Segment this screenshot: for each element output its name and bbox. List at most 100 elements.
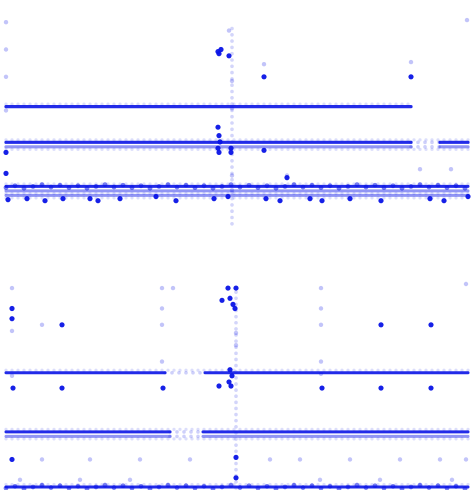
band-point <box>430 483 433 486</box>
band-point <box>190 103 193 106</box>
band-point <box>424 428 427 431</box>
band-point <box>214 483 217 486</box>
band-point <box>430 148 433 151</box>
band-point <box>82 148 85 151</box>
band-point <box>322 103 325 106</box>
band-point <box>406 428 409 431</box>
band-point <box>142 369 145 372</box>
band-point <box>286 369 289 372</box>
band-point <box>274 369 277 372</box>
band-point <box>310 428 313 431</box>
column-point <box>234 290 238 294</box>
band-point <box>250 369 253 372</box>
band-point <box>268 428 271 431</box>
band-point <box>85 186 90 191</box>
band-point <box>304 182 307 185</box>
scatter-point <box>226 53 231 58</box>
band-point <box>292 148 295 151</box>
scatter-point-faint <box>465 18 469 22</box>
band-point <box>304 138 307 141</box>
band-point <box>460 182 463 185</box>
band-point <box>238 196 241 199</box>
band-point <box>88 428 91 431</box>
band-point <box>409 141 413 145</box>
band-point <box>112 138 115 141</box>
band-point <box>274 428 277 431</box>
band-point <box>418 483 423 488</box>
scatter-point-faint <box>18 478 22 482</box>
band-point <box>10 103 13 106</box>
band-point <box>172 483 175 486</box>
band-point <box>244 369 247 372</box>
band-point <box>250 148 253 151</box>
band-point <box>154 148 157 151</box>
band-point <box>214 369 217 372</box>
band-point <box>226 428 229 431</box>
band-point <box>163 371 167 375</box>
band-point <box>388 369 391 372</box>
band-point <box>148 483 151 486</box>
band-point <box>292 483 297 488</box>
band-point <box>202 428 205 431</box>
band-point <box>214 103 217 106</box>
band-point <box>394 138 397 141</box>
band-point <box>274 103 277 106</box>
column-point <box>230 159 234 163</box>
scatter-point <box>216 133 221 138</box>
band-point <box>364 428 367 431</box>
band-point <box>190 148 193 151</box>
band-point <box>322 428 325 431</box>
band-point <box>130 185 135 190</box>
band-point <box>250 428 253 431</box>
band-point <box>400 103 403 106</box>
band-point <box>328 428 331 431</box>
band-point <box>175 430 179 434</box>
band-point <box>184 103 187 106</box>
scatter-point-faint <box>40 457 44 461</box>
band-point <box>256 148 259 151</box>
scatter-point <box>42 198 47 203</box>
band-point <box>34 196 37 199</box>
band-point <box>466 369 469 372</box>
band-point <box>412 428 415 431</box>
band-point <box>88 437 91 440</box>
band-point <box>388 196 391 199</box>
band-point <box>118 437 121 440</box>
band-point <box>76 103 79 106</box>
scatter-point <box>261 148 266 153</box>
band-point <box>436 196 439 199</box>
band-point <box>460 369 463 372</box>
band-point <box>337 186 342 191</box>
band-point <box>22 483 25 486</box>
band-point <box>382 428 385 431</box>
column-point <box>234 296 238 300</box>
band-point <box>280 428 283 431</box>
scatter-point <box>228 383 233 388</box>
band-point <box>40 148 43 151</box>
scatter-point <box>219 298 224 303</box>
band-point <box>64 148 67 151</box>
band-point <box>448 182 451 185</box>
band-point <box>376 138 379 141</box>
band-point <box>112 148 115 151</box>
scatter-point <box>153 194 158 199</box>
band-point <box>58 369 61 372</box>
band-point <box>136 428 139 431</box>
band-point <box>448 428 451 431</box>
band-point <box>178 138 181 141</box>
band-point <box>196 369 199 372</box>
band-point <box>340 138 343 141</box>
band-point <box>190 428 193 431</box>
band-point <box>208 483 211 486</box>
band-point <box>256 196 259 199</box>
band-point <box>418 369 421 372</box>
scatter-point-faint <box>398 457 402 461</box>
band-point <box>262 428 265 431</box>
band-point <box>310 138 313 141</box>
band-point <box>178 369 181 372</box>
scatter-point-faint <box>234 343 238 347</box>
band-point <box>160 369 163 372</box>
band-point <box>322 437 325 440</box>
band-point <box>94 485 99 490</box>
band-point <box>286 437 289 440</box>
